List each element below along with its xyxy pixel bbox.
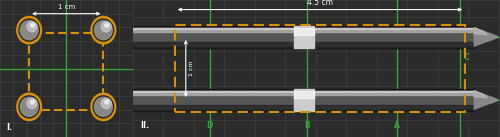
- Bar: [29, 33, 104, 110]
- Ellipse shape: [105, 100, 108, 104]
- Ellipse shape: [20, 97, 38, 116]
- Bar: [132, 28, 474, 32]
- Bar: [132, 91, 474, 109]
- Ellipse shape: [19, 19, 40, 41]
- Polygon shape: [474, 91, 498, 109]
- Polygon shape: [474, 28, 498, 46]
- Ellipse shape: [27, 22, 37, 32]
- Ellipse shape: [91, 16, 116, 44]
- Text: C: C: [463, 53, 469, 62]
- Bar: [294, 91, 314, 98]
- Ellipse shape: [105, 23, 108, 27]
- Bar: [294, 28, 314, 35]
- Bar: [132, 105, 474, 109]
- Ellipse shape: [93, 19, 114, 41]
- Ellipse shape: [17, 93, 42, 121]
- Ellipse shape: [101, 98, 111, 109]
- Bar: [132, 91, 474, 92]
- Polygon shape: [474, 91, 488, 98]
- Bar: [132, 28, 474, 29]
- Bar: [294, 26, 314, 48]
- Bar: [294, 89, 314, 111]
- Text: 4.5 cm: 4.5 cm: [307, 0, 333, 7]
- Ellipse shape: [93, 96, 114, 118]
- Text: 1 cm: 1 cm: [58, 4, 75, 10]
- Ellipse shape: [30, 23, 34, 27]
- Text: 1 cm: 1 cm: [190, 61, 194, 76]
- Ellipse shape: [30, 100, 34, 104]
- Bar: [132, 26, 474, 48]
- Bar: [132, 89, 474, 111]
- Text: D: D: [206, 121, 213, 130]
- Ellipse shape: [94, 21, 112, 40]
- Text: B: B: [304, 121, 310, 130]
- Ellipse shape: [17, 16, 42, 44]
- Text: I.: I.: [6, 122, 13, 132]
- Ellipse shape: [101, 22, 111, 32]
- Ellipse shape: [91, 93, 116, 121]
- Bar: [132, 42, 474, 46]
- Ellipse shape: [27, 98, 37, 109]
- Ellipse shape: [20, 21, 38, 40]
- Text: A: A: [394, 121, 400, 130]
- Polygon shape: [474, 28, 488, 35]
- Ellipse shape: [94, 97, 112, 116]
- Bar: [175, 25, 465, 112]
- Bar: [132, 28, 474, 46]
- Ellipse shape: [19, 96, 40, 118]
- Bar: [132, 91, 474, 95]
- Text: II.: II.: [140, 121, 149, 130]
